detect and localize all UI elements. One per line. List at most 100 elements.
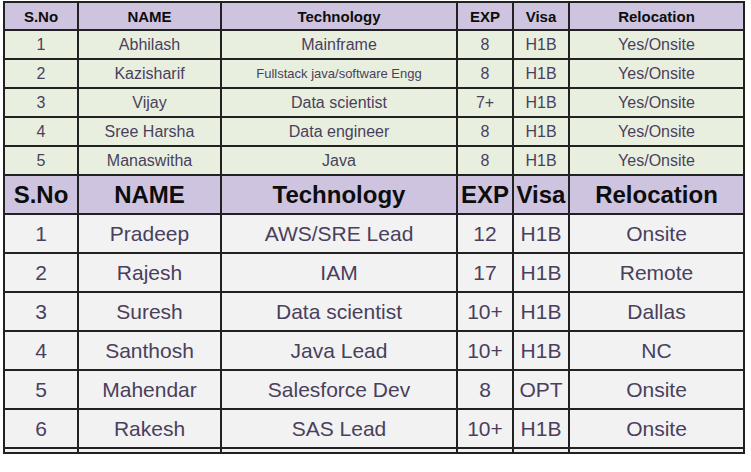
column-header-technology: Technology: [221, 175, 457, 214]
cell-name: Vijay: [78, 88, 221, 117]
cell-technology: Salesforce Dev: [221, 370, 457, 409]
column-header-exp: EXP: [457, 2, 513, 30]
column-header-relocation: Relocation: [569, 2, 744, 30]
cell-name: Santhosh: [78, 331, 221, 370]
column-header-technology: Technology: [221, 2, 457, 30]
page: S.No NAME Technology EXP Visa Relocation…: [0, 1, 751, 454]
cell-relocation: Remote: [569, 253, 744, 292]
column-header-relocation: Relocation: [569, 175, 744, 214]
cell-relocation: Yes/Onsite: [569, 117, 744, 146]
column-header-sno: S.No: [4, 2, 78, 30]
table-row: 5ManaswithaJava8H1BYes/Onsite: [4, 146, 744, 175]
cell-relocation: NC: [569, 331, 744, 370]
section-bottom-rows: 1PradeepAWS/SRE Lead12H1BOnsite2RajeshIA…: [4, 214, 744, 448]
column-header-sno: S.No: [4, 175, 78, 214]
cell-exp: 8: [457, 117, 513, 146]
cell-exp: 10+: [457, 331, 513, 370]
cell-visa: H1B: [513, 292, 569, 331]
cell-name: Kazisharif: [78, 59, 221, 88]
partial-next-row: [4, 448, 744, 453]
column-header-name: NAME: [78, 175, 221, 214]
column-header-exp: EXP: [457, 175, 513, 214]
cell-sno: 3: [4, 292, 78, 331]
cell-name: Sree Harsha: [78, 117, 221, 146]
cell-technology: Mainframe: [221, 30, 457, 59]
table-row: 2KazisharifFullstack java/software Engg8…: [4, 59, 744, 88]
header-row-second: S.No NAME Technology EXP Visa Relocation: [4, 175, 744, 214]
table-row: 1AbhilashMainframe8H1BYes/Onsite: [4, 30, 744, 59]
cell-sno: 1: [4, 214, 78, 253]
cell-sno: 5: [4, 146, 78, 175]
cell-sno: 5: [4, 370, 78, 409]
cell-exp: 10+: [457, 409, 513, 448]
table-row: 2RajeshIAM17H1BRemote: [4, 253, 744, 292]
cell-visa: H1B: [513, 214, 569, 253]
partial-cell: [513, 448, 569, 453]
cell-exp: 10+: [457, 292, 513, 331]
partial-cell: [569, 448, 744, 453]
cell-technology: Java Lead: [221, 331, 457, 370]
cell-technology: Data engineer: [221, 117, 457, 146]
table-row: 4Sree HarshaData engineer8H1BYes/Onsite: [4, 117, 744, 146]
cell-sno: 1: [4, 30, 78, 59]
cell-exp: 7+: [457, 88, 513, 117]
cell-sno: 2: [4, 253, 78, 292]
cell-name: Pradeep: [78, 214, 221, 253]
cell-technology: AWS/SRE Lead: [221, 214, 457, 253]
cell-exp: 8: [457, 370, 513, 409]
cell-relocation: Yes/Onsite: [569, 30, 744, 59]
cell-relocation: Yes/Onsite: [569, 146, 744, 175]
cell-exp: 12: [457, 214, 513, 253]
candidates-table: S.No NAME Technology EXP Visa Relocation…: [3, 1, 745, 454]
cell-technology: Data scientist: [221, 88, 457, 117]
cell-visa: OPT: [513, 370, 569, 409]
cell-relocation: Onsite: [569, 409, 744, 448]
header-row-top: S.No NAME Technology EXP Visa Relocation: [4, 2, 744, 30]
cell-name: Manaswitha: [78, 146, 221, 175]
partial-cell: [457, 448, 513, 453]
partial-cell: [221, 448, 457, 453]
cell-exp: 17: [457, 253, 513, 292]
column-header-visa: Visa: [513, 2, 569, 30]
section-top-rows: 1AbhilashMainframe8H1BYes/Onsite2Kazisha…: [4, 30, 744, 175]
table-row: 3VijayData scientist7+H1BYes/Onsite: [4, 88, 744, 117]
cell-visa: H1B: [513, 59, 569, 88]
cell-visa: H1B: [513, 30, 569, 59]
cell-sno: 4: [4, 331, 78, 370]
partial-cell: [4, 448, 78, 453]
cell-name: Rakesh: [78, 409, 221, 448]
section-cutoff: [4, 448, 744, 453]
cell-name: Rajesh: [78, 253, 221, 292]
cell-name: Mahendar: [78, 370, 221, 409]
table-row: 6RakeshSAS Lead10+H1BOnsite: [4, 409, 744, 448]
cell-sno: 3: [4, 88, 78, 117]
cell-technology: IAM: [221, 253, 457, 292]
cell-relocation: Dallas: [569, 292, 744, 331]
cell-visa: H1B: [513, 88, 569, 117]
cell-relocation: Yes/Onsite: [569, 59, 744, 88]
cell-relocation: Yes/Onsite: [569, 88, 744, 117]
cell-visa: H1B: [513, 146, 569, 175]
cell-visa: H1B: [513, 409, 569, 448]
cell-name: Suresh: [78, 292, 221, 331]
cell-sno: 2: [4, 59, 78, 88]
table-row: 5MahendarSalesforce Dev8OPTOnsite: [4, 370, 744, 409]
cell-visa: H1B: [513, 253, 569, 292]
cell-name: Abhilash: [78, 30, 221, 59]
cell-relocation: Onsite: [569, 214, 744, 253]
table-row: 1PradeepAWS/SRE Lead12H1BOnsite: [4, 214, 744, 253]
cell-technology: SAS Lead: [221, 409, 457, 448]
table-row: 3SureshData scientist10+H1BDallas: [4, 292, 744, 331]
cell-relocation: Onsite: [569, 370, 744, 409]
cell-sno: 6: [4, 409, 78, 448]
cell-exp: 8: [457, 59, 513, 88]
table-row: 4SanthoshJava Lead10+H1BNC: [4, 331, 744, 370]
cell-sno: 4: [4, 117, 78, 146]
cell-technology: Fullstack java/software Engg: [221, 59, 457, 88]
partial-cell: [78, 448, 221, 453]
column-header-name: NAME: [78, 2, 221, 30]
cell-visa: H1B: [513, 331, 569, 370]
section-second-header: S.No NAME Technology EXP Visa Relocation: [4, 175, 744, 214]
cell-technology: Data scientist: [221, 292, 457, 331]
column-header-visa: Visa: [513, 175, 569, 214]
